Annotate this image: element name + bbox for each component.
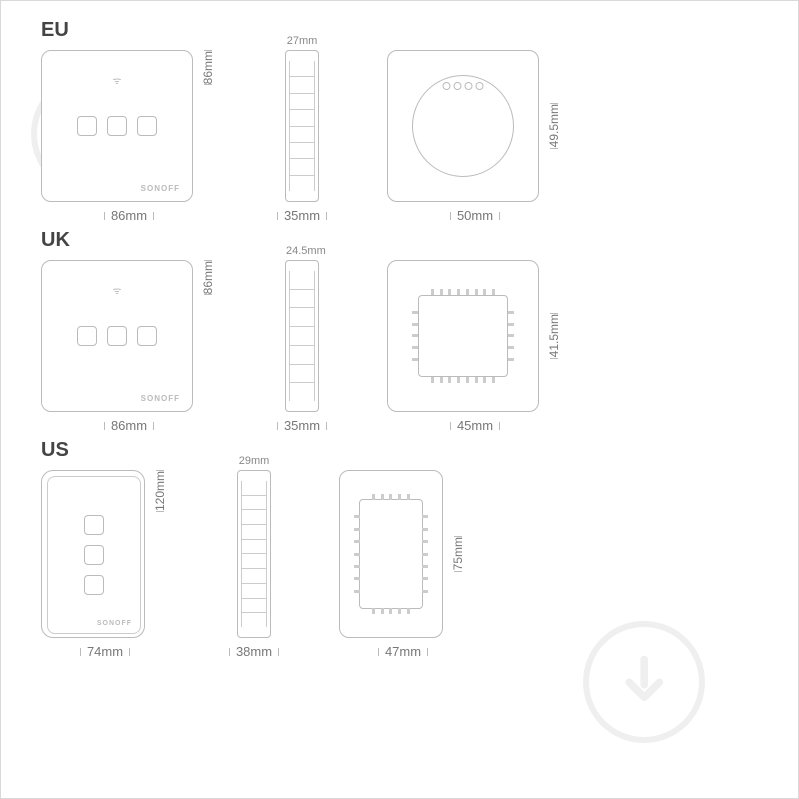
dim-height: 120mm (153, 471, 167, 511)
mounting-module (418, 295, 508, 377)
brand-label: SONOFF (97, 620, 132, 627)
dim-depth-top: 27mm (286, 35, 318, 47)
side-profile: 24.5mm (285, 260, 319, 412)
brand-label: SONOFF (141, 394, 180, 403)
region-label: EU (41, 19, 768, 42)
dim-height: 86mm (201, 261, 215, 294)
uk-back-view: 41.5mm 45mm (387, 260, 563, 433)
touch-button (107, 116, 127, 136)
dim-depth: 35mm (284, 208, 320, 223)
region-eu: EU ᯤ SONOFF 86mm (41, 19, 768, 223)
dim-module-w: 45mm (457, 418, 493, 433)
dim-module-w: 47mm (385, 644, 421, 659)
back-plate (387, 50, 539, 202)
region-label: UK (41, 229, 768, 252)
dim-depth: 38mm (236, 644, 272, 659)
wifi-icon: ᯤ (112, 283, 121, 297)
dim-width: 74mm (87, 644, 123, 659)
touch-button (137, 326, 157, 346)
us-back-view: 75mm 47mm (339, 470, 467, 659)
download-arrow-icon (614, 652, 675, 713)
back-plate (339, 470, 443, 638)
touch-button (84, 545, 104, 565)
dim-module-h: 49.5mm (547, 104, 561, 147)
dim-module-w: 50mm (457, 208, 493, 223)
front-plate: SONOFF (41, 470, 145, 638)
touch-button (137, 116, 157, 136)
side-profile: 29mm (237, 470, 271, 638)
front-plate: ᯤ SONOFF (41, 260, 193, 412)
spec-sheet: EU ᯤ SONOFF 86mm (0, 0, 799, 799)
uk-front-view: ᯤ SONOFF 86mm (41, 260, 217, 433)
dim-height: 86mm (201, 51, 215, 84)
dim-width: 86mm (111, 418, 147, 433)
mounting-circle (412, 75, 514, 177)
region-us: US SONOFF (41, 439, 768, 659)
front-plate: ᯤ SONOFF (41, 50, 193, 202)
eu-front-view: ᯤ SONOFF 86mm (41, 50, 217, 223)
terminal-block (443, 82, 484, 90)
region-label: US (41, 439, 768, 462)
us-front-view: SONOFF 120mm 74mm (41, 470, 169, 659)
dim-depth-top: 24.5mm (286, 245, 318, 257)
side-profile: 27mm (285, 50, 319, 202)
touch-button (84, 515, 104, 535)
dim-depth: 35mm (284, 418, 320, 433)
touch-button (107, 326, 127, 346)
wifi-icon: ᯤ (112, 73, 121, 87)
dim-module-h: 41.5mm (547, 314, 561, 357)
touch-button (84, 575, 104, 595)
region-uk: UK ᯤ SONOFF 86mm (41, 229, 768, 433)
mounting-module (359, 499, 423, 609)
back-plate (387, 260, 539, 412)
eu-back-view: 49.5mm 50mm (387, 50, 563, 223)
us-side-view: 29mm 38mm (229, 470, 279, 659)
touch-button (77, 326, 97, 346)
dim-depth-top: 29mm (238, 455, 270, 467)
eu-side-view: 27mm 35mm (277, 50, 327, 223)
brand-label: SONOFF (141, 184, 180, 193)
dim-width: 86mm (111, 208, 147, 223)
uk-side-view: 24.5mm 35mm (277, 260, 327, 433)
touch-button (77, 116, 97, 136)
dim-module-h: 75mm (451, 537, 465, 570)
